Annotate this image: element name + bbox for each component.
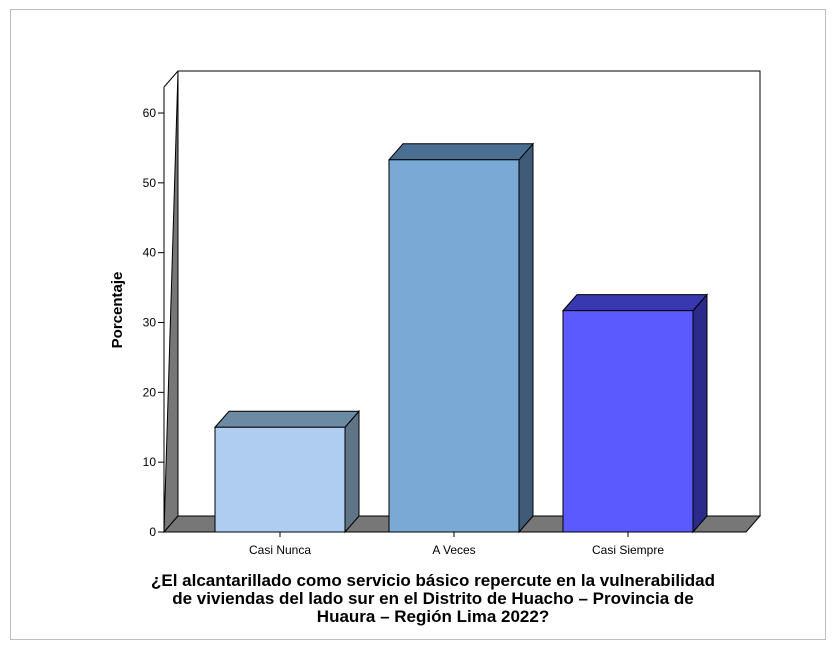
x-axis-title: ¿El alcantarillado como servicio básico … — [150, 571, 716, 626]
y-tick-label: 40 — [143, 246, 157, 260]
bar-side — [692, 293, 708, 534]
bar-side — [518, 142, 534, 534]
bar-front — [388, 159, 520, 533]
category-label: A Veces — [432, 543, 475, 557]
bar-front — [214, 426, 346, 533]
category-labels: Casi Nunca A Veces Casi Siempre — [249, 532, 664, 557]
bars — [213, 142, 709, 534]
y-tick-label: 20 — [143, 385, 157, 399]
bar-casi-nunca — [213, 409, 361, 534]
y-tick-label: 0 — [149, 525, 156, 539]
category-label: Casi Nunca — [249, 543, 311, 557]
category-label: Casi Siempre — [592, 543, 664, 557]
bar-top — [561, 294, 709, 312]
y-axis-label: Porcentaje — [109, 272, 126, 349]
y-tick-label: 30 — [143, 316, 157, 330]
bar-a-veces — [387, 142, 535, 534]
bar-side — [344, 409, 360, 534]
y-tick-label: 10 — [143, 455, 157, 469]
y-tick-label: 50 — [143, 176, 157, 190]
y-ticks: 0 10 20 30 40 50 60 — [143, 106, 164, 539]
y-tick-label: 60 — [143, 106, 157, 120]
bar-casi-siempre — [561, 293, 709, 534]
bar-top — [213, 410, 361, 428]
bar-top — [387, 143, 535, 161]
bar-front — [562, 310, 694, 533]
